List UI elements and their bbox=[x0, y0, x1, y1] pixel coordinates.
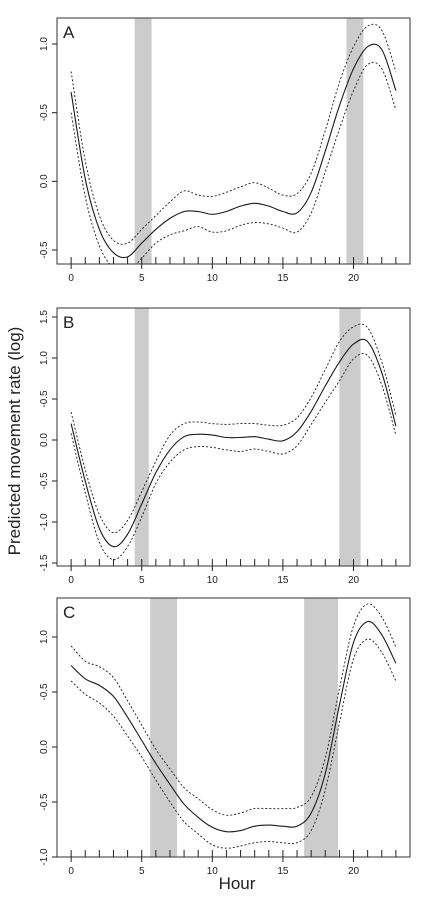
x-tick-label: 15 bbox=[277, 575, 289, 586]
x-tick-label: 15 bbox=[277, 273, 289, 284]
panel-b: B 0 5 10 15 20 1.5 1.0 -0.5 0.0 -0.5 -1.0 -1.5 bbox=[39, 307, 411, 586]
y-tick-label: -0.5 bbox=[39, 472, 50, 490]
plot-frame bbox=[56, 307, 411, 567]
y-tick-label: -0.5 bbox=[39, 793, 50, 811]
x-tick-label: 10 bbox=[207, 575, 219, 586]
y-tick-label: -0.5 bbox=[39, 104, 50, 122]
series-line-fit bbox=[70, 620, 397, 833]
panel-c: C 0 5 10 15 20 1.0 -0.5 0.0 -0.5 -1.0 bbox=[39, 597, 411, 877]
shaded-band bbox=[346, 18, 364, 264]
x-tick-label: 5 bbox=[139, 575, 145, 586]
x-tick-label: 20 bbox=[348, 866, 360, 877]
y-tick-label: 1.0 bbox=[39, 630, 50, 644]
x-tick-label: 0 bbox=[68, 575, 74, 586]
y-axis-title: Predicted movement rate (log) bbox=[5, 327, 24, 556]
y-tick-label: -0.5 bbox=[39, 390, 50, 408]
x-tick-label: 5 bbox=[139, 866, 145, 877]
series-line-confidence bbox=[70, 353, 397, 561]
x-tick-label: 5 bbox=[139, 273, 145, 284]
series-group bbox=[70, 603, 397, 849]
y-tick-label: 1.0 bbox=[39, 37, 50, 51]
series-line-confidence bbox=[70, 603, 397, 816]
x-tick-label: 10 bbox=[207, 866, 219, 877]
series-line-confidence bbox=[70, 638, 397, 849]
y-tick-label: -1.0 bbox=[39, 848, 50, 866]
x-tick-label: 10 bbox=[207, 273, 219, 284]
shaded-band bbox=[150, 598, 178, 857]
y-tick-label: -0.5 bbox=[39, 683, 50, 701]
panel-label: B bbox=[63, 313, 74, 332]
y-tick-label: 1.0 bbox=[39, 351, 50, 365]
y-tick-label: -0.5 bbox=[39, 241, 50, 259]
y-tick-label: 1.5 bbox=[39, 310, 50, 324]
x-tick-label: 15 bbox=[277, 866, 289, 877]
y-tick-label: 0.0 bbox=[39, 174, 50, 188]
series-group bbox=[70, 23, 397, 264]
x-tick-label: 0 bbox=[68, 866, 74, 877]
y-tick-label: 0.0 bbox=[39, 433, 50, 447]
y-tick-label: 0.0 bbox=[39, 740, 50, 754]
plot-frame bbox=[56, 597, 411, 858]
x-axis-title: Hour bbox=[219, 874, 256, 893]
series-line-fit bbox=[70, 43, 397, 259]
series-line-fit bbox=[70, 338, 397, 548]
series-line-confidence bbox=[70, 323, 397, 534]
shaded-band bbox=[304, 598, 338, 857]
panel-label: C bbox=[63, 603, 75, 622]
shaded-band bbox=[134, 18, 152, 264]
shaded-band bbox=[134, 308, 149, 566]
x-tick-label: 20 bbox=[348, 273, 360, 284]
x-tick-label: 0 bbox=[68, 273, 74, 284]
x-tick-label: 20 bbox=[348, 575, 360, 586]
series-group bbox=[70, 323, 397, 561]
series-line-confidence bbox=[70, 23, 397, 245]
y-tick-label: -1.5 bbox=[39, 554, 50, 572]
panel-label: A bbox=[63, 23, 75, 42]
panel-a: A 0 5 10 15 20 1.0 -0.5 0.0 -0.5 bbox=[39, 17, 411, 284]
y-tick-label: -1.0 bbox=[39, 513, 50, 531]
plot-frame bbox=[56, 17, 411, 265]
